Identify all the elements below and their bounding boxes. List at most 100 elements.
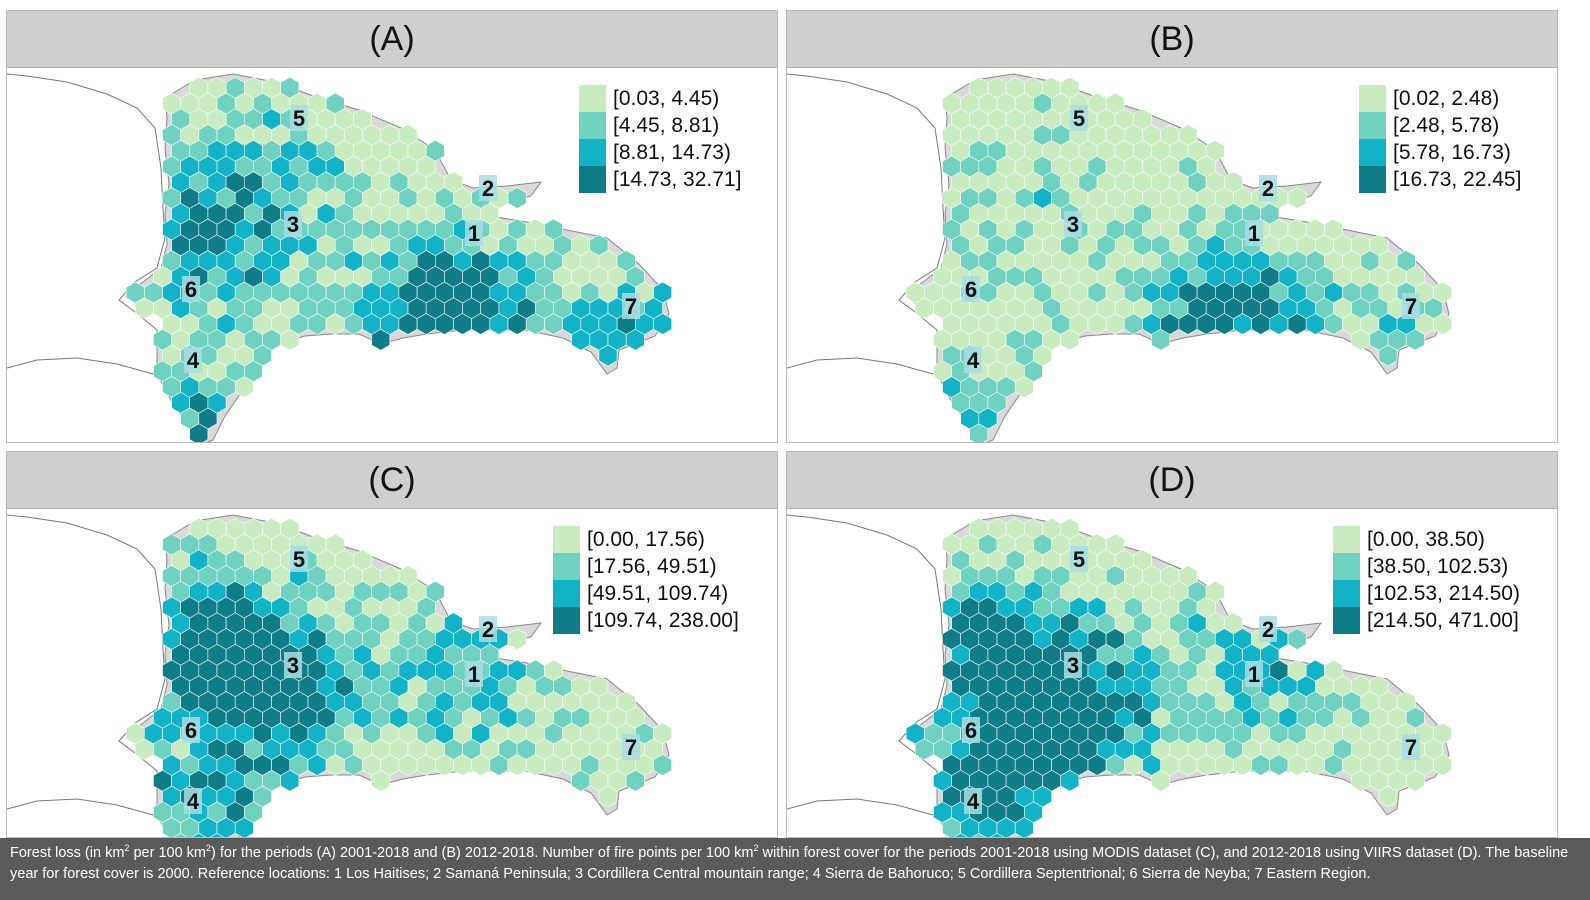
legend-label: [214.50, 471.00]	[1367, 608, 1519, 632]
legend-item: [102.53, 214.50)	[1333, 580, 1520, 607]
location-label: 7	[625, 735, 637, 760]
legend-label: [5.78, 16.73)	[1393, 140, 1511, 164]
hex-cell	[371, 328, 391, 351]
legend-swatch	[553, 553, 580, 580]
hex-cell	[234, 817, 254, 837]
location-label: 1	[1248, 662, 1260, 687]
location-marker-bg	[182, 717, 200, 743]
hex-cell	[1287, 628, 1307, 650]
legend-label: [4.45, 8.81)	[613, 113, 720, 137]
hex-cell	[191, 832, 206, 837]
panel-title: (A)	[7, 11, 777, 68]
hex-cell	[953, 832, 968, 837]
legend-label: [109.74, 238.00]	[587, 608, 739, 632]
location-label: 7	[1405, 735, 1417, 760]
legend-label: [0.02, 2.48)	[1393, 86, 1500, 110]
legend-item: [0.00, 17.56)	[553, 526, 739, 553]
location-marker-bg	[1245, 220, 1263, 246]
location-marker-bg	[184, 788, 202, 814]
hexbin-map: 12 3 4 5 6 7	[7, 514, 673, 837]
location-label: 2	[482, 617, 494, 642]
location-label: 1	[468, 662, 480, 687]
hex-cell	[969, 423, 989, 442]
location-marker-bg	[1245, 661, 1263, 687]
hex-cell	[1378, 785, 1398, 808]
legend-item: [17.56, 49.51)	[553, 553, 739, 580]
hex-cell	[189, 423, 209, 442]
location-marker-bg	[1259, 616, 1277, 642]
location-label: 3	[287, 653, 299, 678]
legend-label: [102.53, 214.50)	[1367, 581, 1520, 605]
location-label: 5	[293, 106, 305, 131]
hex-cell	[507, 628, 527, 650]
hex-cell	[280, 769, 300, 792]
location-label: 3	[287, 212, 299, 237]
legend-swatch	[1333, 580, 1360, 607]
legend-item: [38.50, 102.53)	[1333, 553, 1520, 580]
hex-cell	[209, 832, 225, 837]
location-label: 2	[482, 176, 494, 201]
location-marker-bg	[290, 546, 308, 572]
legend-swatch	[1359, 112, 1386, 139]
legend-label: [0.03, 4.45)	[613, 86, 720, 110]
location-marker-bg	[284, 652, 302, 678]
location-marker-bg	[1070, 105, 1088, 131]
neighbor-country-outline	[7, 73, 166, 375]
panel-title: (B)	[787, 11, 1557, 68]
legend-label: [8.81, 14.73)	[613, 140, 731, 164]
legend-label: [0.00, 38.50)	[1367, 527, 1485, 551]
hex-cell	[1433, 754, 1453, 776]
location-marker-bg	[1259, 175, 1277, 201]
hex-cell	[653, 754, 673, 776]
hex-layer	[905, 517, 1453, 837]
hex-cell	[280, 328, 300, 351]
legend-item: [2.48, 5.78)	[1359, 112, 1521, 139]
legend-swatch	[579, 166, 606, 193]
hex-cell	[371, 769, 391, 792]
location-marker-bg	[964, 347, 982, 373]
legend: [0.03, 4.45) [4.45, 8.81) [8.81, 14.73) …	[579, 85, 741, 193]
legend-swatch	[553, 580, 580, 607]
location-label: 2	[1262, 176, 1274, 201]
hex-cell	[1405, 328, 1425, 351]
location-marker-bg	[184, 347, 202, 373]
figure-caption: Forest loss (in km2 per 100 km2) for the…	[0, 838, 1590, 900]
hexbin-map: 12 3 4 5 6 7	[787, 73, 1453, 442]
location-marker-bg	[465, 220, 483, 246]
legend-label: [14.73, 32.71]	[613, 167, 742, 191]
hex-cell	[625, 328, 645, 351]
location-label: 4	[967, 789, 980, 814]
legend-item: [8.81, 14.73)	[579, 139, 741, 166]
legend-swatch	[1333, 553, 1360, 580]
location-label: 6	[965, 718, 977, 743]
hex-cell	[625, 769, 645, 792]
legend-item: [109.74, 238.00]	[553, 607, 739, 634]
location-label: 3	[1067, 653, 1079, 678]
location-marker-bg	[622, 734, 640, 760]
panel-title: (C)	[7, 452, 777, 509]
legend-item: [14.73, 32.71]	[579, 166, 741, 193]
hex-cell	[1060, 769, 1080, 792]
location-label: 3	[1067, 212, 1079, 237]
hex-layer	[125, 76, 673, 442]
hex-layer	[905, 76, 1453, 442]
legend-item: [214.50, 471.00]	[1333, 607, 1520, 634]
legend-label: [17.56, 49.51)	[587, 554, 717, 578]
hex-cell	[1151, 328, 1171, 351]
legend-swatch	[1359, 166, 1386, 193]
legend-label: [38.50, 102.53)	[1367, 554, 1509, 578]
neighbor-country-outline	[787, 73, 946, 375]
location-marker-bg	[284, 211, 302, 237]
location-label: 6	[185, 277, 197, 302]
legend-swatch	[553, 526, 580, 553]
hex-cell	[1433, 313, 1453, 335]
legend-item: [0.00, 38.50)	[1333, 526, 1520, 553]
hex-layer	[125, 517, 673, 837]
location-label: 4	[187, 789, 200, 814]
